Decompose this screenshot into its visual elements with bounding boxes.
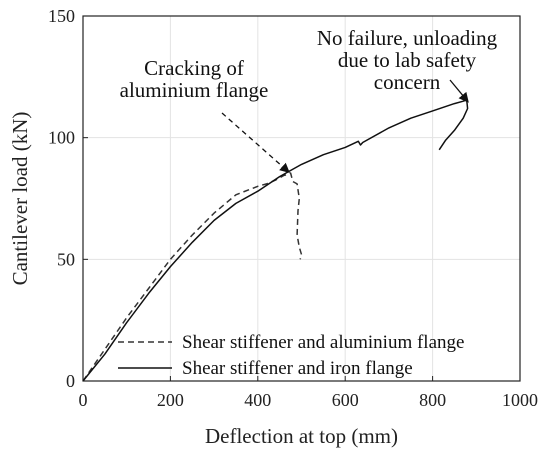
series-line-1 (82, 99, 469, 382)
x-tick-label: 400 (244, 390, 271, 410)
ticks-layer: 0 200 400 600 800 1000 0 50 100 150 (48, 6, 538, 410)
annotation-text: Cracking of (144, 56, 244, 80)
annotation-text: concern (374, 70, 441, 94)
y-axis-title: Cantilever load (kN) (8, 112, 32, 286)
legend-label-aluminium: Shear stiffener and aluminium flange (182, 332, 464, 353)
x-tick-label: 800 (419, 390, 446, 410)
series-line-0 (82, 172, 303, 382)
plot-frame (82, 15, 521, 382)
y-tick-label: 100 (48, 128, 75, 148)
annotation-arrow (449, 79, 469, 103)
x-tick-label: 200 (157, 390, 184, 410)
annotation-text: No failure, unloading (317, 26, 498, 50)
y-tick-label: 0 (66, 371, 75, 391)
annotation-text: aluminium flange (120, 78, 269, 102)
x-tick-label: 600 (332, 390, 359, 410)
legend-label-iron: Shear stiffener and iron flange (182, 358, 413, 379)
y-tick-label: 150 (48, 6, 75, 26)
x-tick-label: 0 (79, 390, 88, 410)
annotation-text: due to lab safety (338, 48, 477, 72)
series-layer (82, 99, 469, 382)
x-axis-title: Deflection at top (mm) (205, 424, 398, 448)
x-tick-label: 1000 (502, 390, 538, 410)
annotation-arrow (221, 112, 290, 174)
legend: Shear stiffener and aluminium flange She… (118, 332, 464, 379)
y-tick-label: 50 (57, 249, 75, 269)
